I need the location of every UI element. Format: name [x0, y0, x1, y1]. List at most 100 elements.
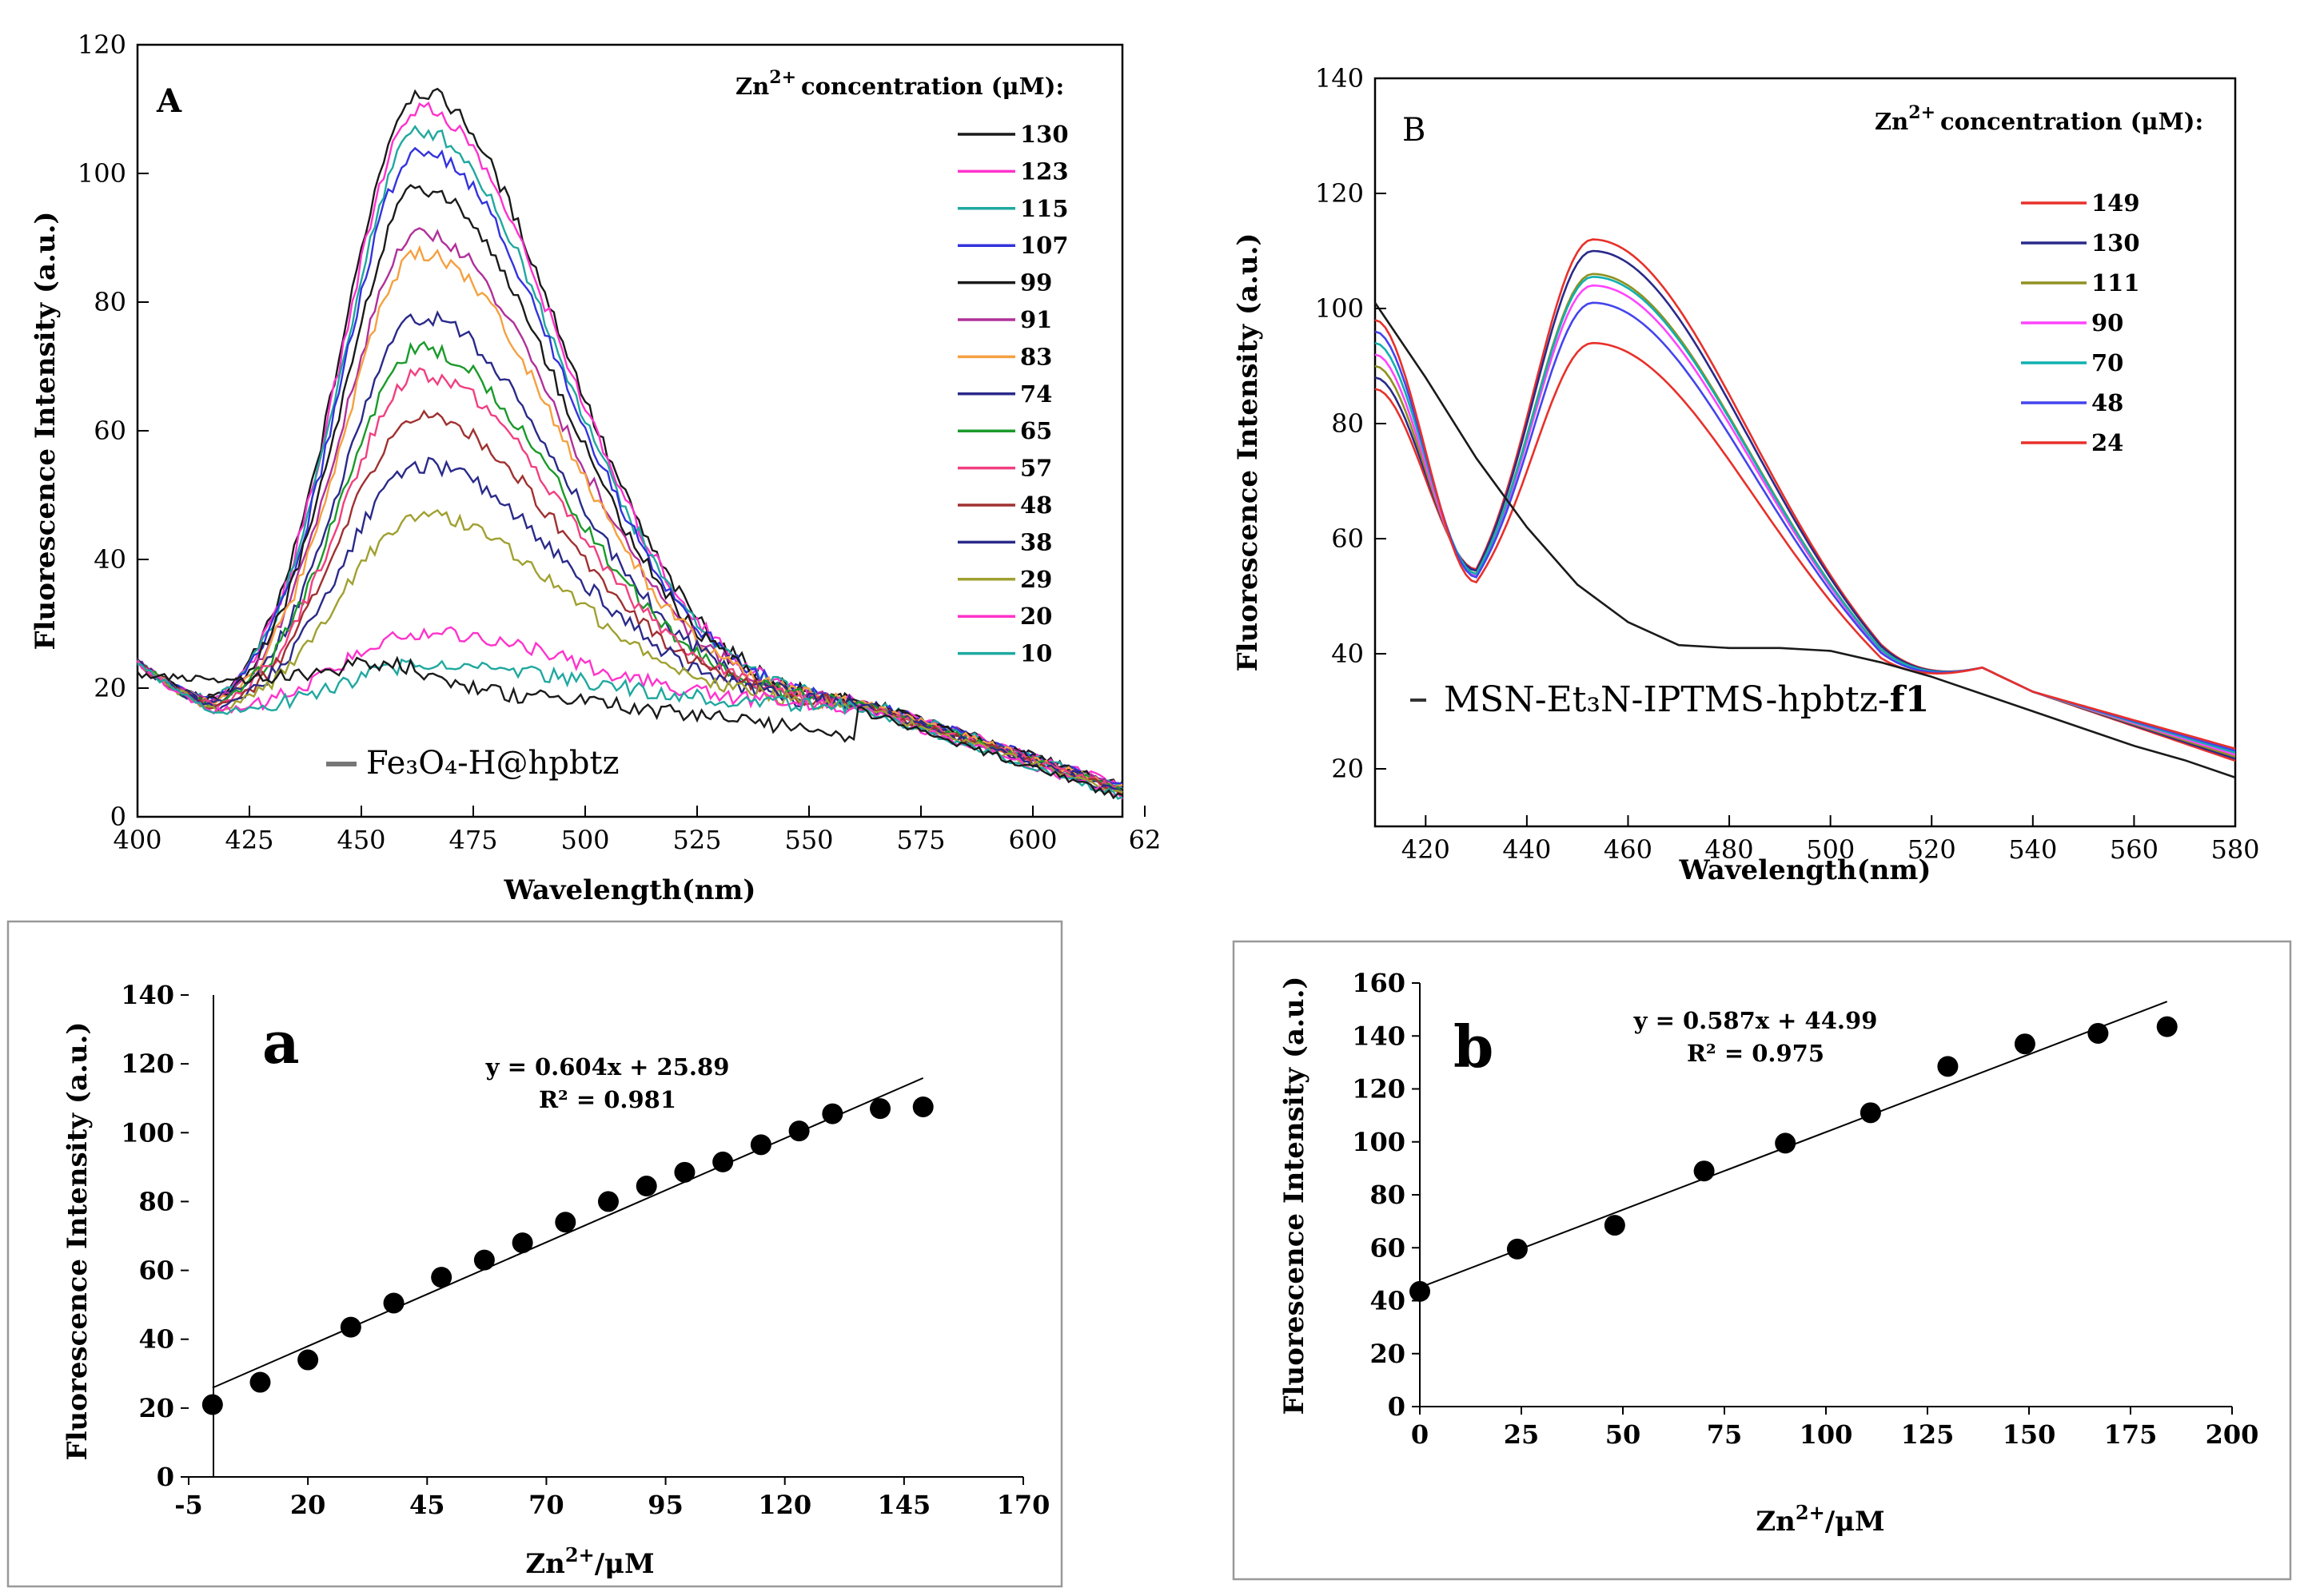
y-axis-label: Fluorescence Intensity (a.u.) [62, 1022, 94, 1461]
data-point [201, 1394, 223, 1415]
legend-entry: 99 [1020, 269, 1052, 297]
legend-entry: 70 [2091, 349, 2123, 376]
data-point [597, 1191, 619, 1212]
x-tick-label: 145 [877, 1490, 931, 1520]
data-point [1409, 1280, 1430, 1302]
legend-title-sup: 2+ [769, 67, 796, 88]
y-tick-label: 80 [138, 1186, 174, 1216]
series-group [201, 1096, 934, 1415]
x-tick-label: 550 [784, 825, 833, 855]
legend-title-prefix: Zn [735, 73, 769, 100]
data-point [912, 1096, 934, 1117]
legend-entry: 57 [1020, 455, 1052, 482]
y-tick-label: 140 [121, 980, 174, 1010]
fit-line [212, 1077, 924, 1389]
y-tick-label: 120 [1352, 1074, 1405, 1104]
y-tick-label: 20 [138, 1393, 174, 1423]
legend-entry: 123 [1020, 157, 1069, 185]
y-tick-label: 140 [1352, 1021, 1405, 1051]
legend-entry: 48 [2091, 389, 2123, 416]
legend-title-sup: 2+ [1908, 102, 1935, 123]
data-point [2014, 1033, 2035, 1055]
series-line [136, 101, 1123, 790]
baseline-line [137, 655, 1123, 800]
x-tick-label: 100 [1800, 1419, 1853, 1450]
x-tick-label: 0 [1411, 1419, 1429, 1450]
y-tick-label: 120 [78, 30, 126, 60]
x-tick-label: 25 [1504, 1419, 1540, 1450]
y-tick-label: 60 [138, 1256, 174, 1286]
legend-entry: 74 [1020, 380, 1052, 408]
y-tick-label: 0 [157, 1462, 174, 1492]
x-tick-label: 480 [1705, 834, 1754, 865]
legend-entry: 83 [1020, 343, 1052, 370]
x-tick-label: -5 [174, 1490, 203, 1520]
y-tick-label: 40 [1369, 1286, 1405, 1316]
data-point [636, 1176, 657, 1197]
data-point [750, 1134, 771, 1156]
inset-legend-label: Fe₃O₄-H@hpbtz [366, 745, 620, 782]
y-tick-label: 140 [1315, 63, 1364, 94]
legend: 149 130 111 90 70 48 24 [2021, 189, 2140, 456]
x-tick-label: 500 [1806, 834, 1855, 865]
panel-label: b [1453, 1013, 1493, 1081]
x-tick-label: 125 [1901, 1419, 1955, 1450]
legend-entry: 130 [2091, 229, 2140, 257]
panel-label: A [156, 82, 182, 120]
chart-panel-b: 0 25 50 75 100 125 150 175 200 0 20 40 60 80 100 120 140… [1232, 940, 2292, 1581]
legend-title: Zn2+ concentration (μM): [735, 67, 1064, 100]
data-point [712, 1151, 734, 1172]
legend-entry: 10 [1020, 640, 1052, 667]
x-tick-label: 520 [1907, 834, 1956, 865]
y-tick-label: 0 [1388, 1391, 1405, 1422]
series-line [137, 125, 1123, 790]
legend-entry: 149 [2091, 189, 2140, 217]
data-point [340, 1316, 361, 1338]
blank-legend-label: MSN-Et₃N-IPTMS-hpbtz-f1 [1444, 679, 1929, 720]
data-point [297, 1349, 319, 1371]
y-tick-label: 60 [1369, 1232, 1405, 1263]
y-tick-label: 80 [94, 287, 126, 317]
y-tick-label: 40 [1331, 639, 1364, 669]
x-axis-label-prefix: Zn [1756, 1506, 1796, 1538]
legend-entry: 111 [2091, 269, 2140, 297]
x-tick-label: 425 [225, 825, 273, 855]
series-line [137, 227, 1123, 789]
series-line [137, 310, 1123, 794]
y-tick-label: 160 [1352, 968, 1405, 998]
legend-entry: 115 [1020, 195, 1069, 222]
plot-frame [1373, 77, 2237, 828]
legend-entry: 20 [1020, 603, 1052, 630]
x-tick-label: 560 [2110, 834, 2159, 865]
legend-entry: 107 [1020, 232, 1069, 259]
y-tick-label: 40 [138, 1324, 174, 1355]
legend-entry: 91 [1020, 306, 1052, 333]
x-tick-label: 75 [1707, 1419, 1743, 1450]
data-point [2156, 1016, 2178, 1037]
fit-equation: y = 0.604x + 25.89 [485, 1053, 730, 1081]
y-tick-label: 60 [94, 416, 126, 446]
data-point [383, 1292, 405, 1314]
data-point [431, 1267, 452, 1288]
x-axis-label-suffix: /μM [595, 1548, 655, 1580]
panel-label: a [262, 1009, 300, 1077]
legend-entry: 24 [2091, 429, 2123, 456]
x-tick-label: 175 [2104, 1419, 2158, 1450]
panel-border [1232, 940, 2292, 1581]
data-point [473, 1249, 495, 1271]
y-axis-label: Fluorescence Intensity (a.u.) [1232, 233, 1264, 672]
x-tick-label: 20 [290, 1490, 326, 1520]
x-axis-label: Zn2+/μM [525, 1543, 654, 1580]
legend-entry: 29 [1020, 566, 1052, 593]
data-point [1604, 1215, 1625, 1236]
x-tick-label: 500 [560, 825, 609, 855]
y-tick-label: 20 [1369, 1339, 1405, 1369]
x-axis-label-sup: 2+ [565, 1543, 595, 1566]
data-point [822, 1103, 843, 1124]
legend-title: Zn2+ concentration (μM): [1875, 102, 2203, 135]
x-tick-label: 170 [997, 1490, 1050, 1520]
legend-title-suffix: concentration (μM): [1940, 108, 2203, 135]
x-tick-label: 45 [409, 1490, 445, 1520]
